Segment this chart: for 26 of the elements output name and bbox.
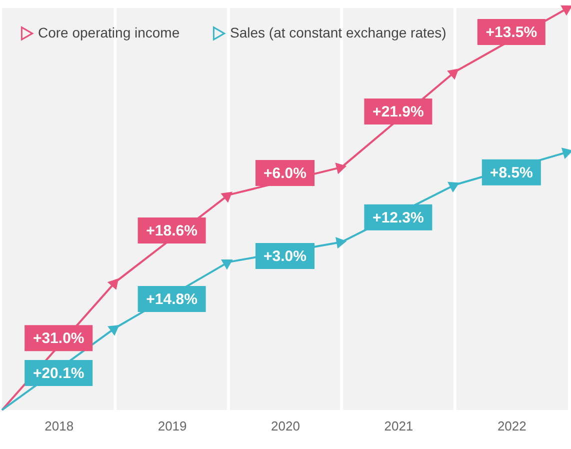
x-tick-label: 2019 bbox=[158, 418, 187, 434]
annotation: +20.1% bbox=[32, 364, 84, 382]
annotation: +14.8% bbox=[146, 291, 198, 308]
point bbox=[220, 259, 233, 270]
annotation: +31.0% bbox=[32, 330, 84, 348]
point bbox=[448, 182, 460, 192]
annotation: +13.5% bbox=[486, 24, 538, 41]
annotation: +21.9% bbox=[372, 104, 424, 121]
annotation: +8.5% bbox=[490, 164, 533, 182]
x-tick-label: 2020 bbox=[271, 418, 300, 434]
annotation: +12.3% bbox=[372, 209, 424, 226]
legend-label: Core operating income bbox=[38, 24, 180, 40]
x-tick-label: 2021 bbox=[384, 418, 414, 434]
annotation: +3.0% bbox=[264, 248, 306, 266]
point bbox=[107, 278, 119, 290]
point bbox=[447, 68, 459, 80]
point bbox=[560, 5, 571, 16]
point bbox=[220, 192, 232, 203]
annotation: +6.0% bbox=[264, 165, 306, 182]
point bbox=[108, 324, 120, 336]
x-tick-label: 2022 bbox=[497, 418, 526, 434]
annotation: +18.6% bbox=[146, 222, 198, 240]
legend-label: Sales (at constant exchange rates) bbox=[230, 24, 446, 40]
point bbox=[336, 237, 347, 249]
point bbox=[335, 162, 347, 174]
x-tick-label: 2018 bbox=[44, 418, 74, 434]
